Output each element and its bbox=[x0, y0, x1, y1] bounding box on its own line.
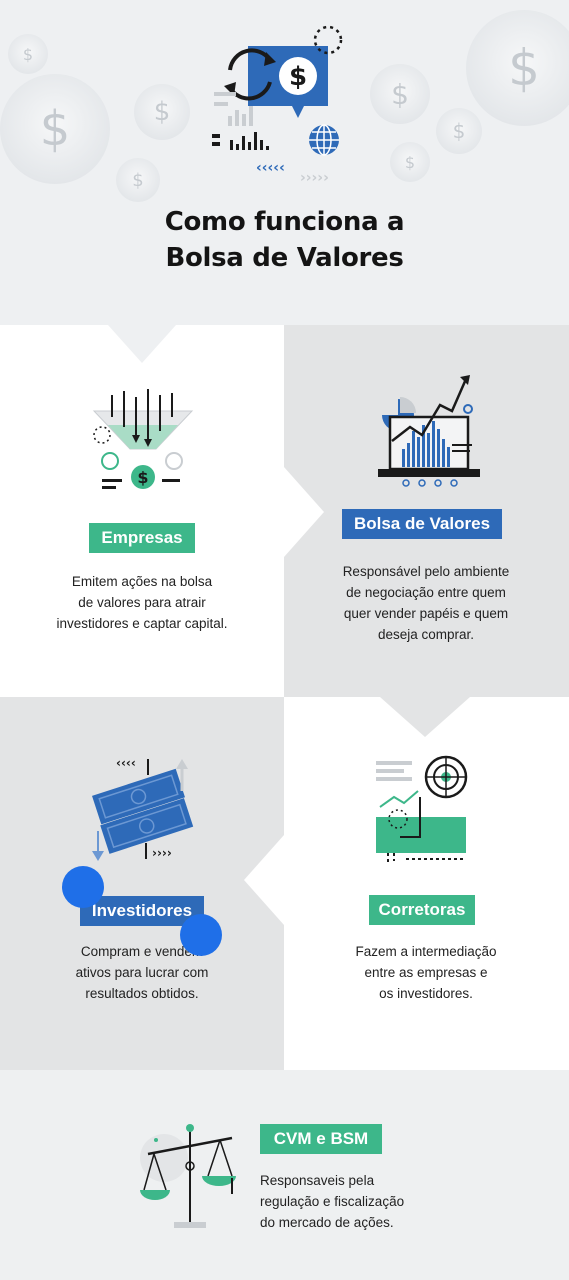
corretoras-description: Fazem a intermediação entre as empresas … bbox=[355, 944, 497, 1001]
quadrant-investidores: ‹‹‹‹ ›››› Investidores Compram e vendem … bbox=[0, 697, 284, 1070]
banknotes-icon: ‹‹‹‹ ›››› bbox=[92, 756, 194, 861]
cvm-bsm-description: Responsaveis pela regulação e fiscalizaç… bbox=[260, 1173, 405, 1230]
footer-regulators: CVM e BSM Responsaveis pela regulação e … bbox=[0, 1070, 569, 1280]
svg-text:$: $ bbox=[137, 468, 148, 487]
touch-indicator-dot bbox=[180, 914, 222, 956]
coin-icon: $ bbox=[370, 64, 430, 124]
quadrant-empresas: $ Empresas Emitem ações na bolsa de valo… bbox=[0, 325, 284, 697]
svg-text:›››››: ››››› bbox=[300, 170, 329, 186]
investidores-label: Investidores bbox=[80, 896, 204, 926]
bolsa-label: Bolsa de Valores bbox=[342, 509, 502, 539]
circuit-target-icon bbox=[376, 755, 468, 865]
page-title-line1: Como funciona a bbox=[164, 207, 405, 237]
finance-illustration-icon: $ ‹‹‹‹‹ ››››› bbox=[212, 25, 343, 186]
svg-text:$: $ bbox=[289, 62, 307, 92]
corretoras-label: Corretoras bbox=[369, 895, 475, 925]
quadrant-corretoras: Corretoras Fazem a intermediação entre a… bbox=[284, 697, 569, 1070]
svg-text:‹‹‹‹‹: ‹‹‹‹‹ bbox=[256, 160, 285, 176]
coin-icon: $ bbox=[134, 84, 190, 140]
page-title-line2: Bolsa de Valores bbox=[165, 243, 404, 273]
coin-icon: $ bbox=[0, 74, 110, 184]
laptop-chart-icon bbox=[378, 375, 480, 487]
coin-icon: $ bbox=[466, 10, 569, 126]
coin-icon: $ bbox=[116, 158, 160, 202]
header-banner: $ $ $ $ $ $ $ $ $ ‹‹‹‹‹ ››››› C bbox=[0, 0, 569, 325]
scale-justice-icon bbox=[140, 1124, 236, 1228]
empresas-description: Emitem ações na bolsa de valores para at… bbox=[56, 574, 228, 631]
svg-text:‹‹‹‹: ‹‹‹‹ bbox=[116, 756, 136, 770]
bolsa-description: Responsável pelo ambiente de negociação … bbox=[342, 564, 510, 642]
empresas-label: Empresas bbox=[89, 523, 195, 553]
cvm-bsm-label: CVM e BSM bbox=[260, 1124, 382, 1154]
coin-icon: $ bbox=[436, 108, 482, 154]
quadrant-bolsa: Bolsa de Valores Responsável pelo ambien… bbox=[284, 325, 569, 697]
quadrant-backgrounds bbox=[0, 325, 569, 1070]
coin-icon: $ bbox=[390, 142, 430, 182]
touch-indicator-dot bbox=[62, 866, 104, 908]
coin-icon: $ bbox=[8, 34, 48, 74]
svg-text:››››: ›››› bbox=[152, 846, 172, 860]
funnel-icon: $ bbox=[92, 389, 194, 489]
investidores-description: Compram e vendem ativos para lucrar com … bbox=[75, 944, 209, 1001]
